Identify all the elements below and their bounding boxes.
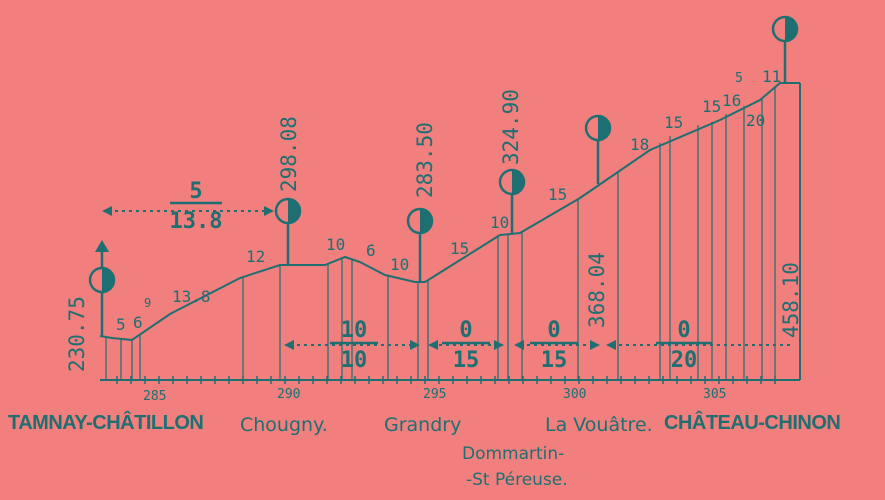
km-ticks (116, 376, 776, 384)
fraction-1-den: 13.8 (170, 209, 223, 234)
tamnay-arrow (95, 240, 109, 252)
gradient-label: 10 (490, 213, 509, 232)
fraction-4-den: 15 (541, 348, 568, 373)
station-chateau-chinon: CHÂTEAU-CHINON (664, 412, 841, 434)
altitude-tamnay: 230.75 (65, 296, 89, 372)
distance-arrows (108, 210, 790, 346)
km-label: 305 (703, 387, 726, 402)
fraction-3-den: 15 (453, 348, 480, 373)
gradient-label: 16 (722, 91, 741, 110)
gradient-label: 6 (133, 313, 143, 332)
gradient-label: 5 (116, 315, 126, 334)
km-label: 290 (277, 387, 300, 402)
gradient-label: 9 (144, 296, 151, 310)
station-chougny: Chougny. (240, 414, 328, 436)
gradient-label: 11 (762, 67, 781, 86)
gradient-label: 6 (366, 241, 376, 260)
station-lavouatre: La Vouâtre. (545, 414, 653, 436)
gradient-label: 13.8 (172, 287, 211, 306)
altitude-chougny: 298.08 (277, 116, 301, 192)
gradient-label: 5 (735, 71, 743, 86)
altitude-grandry: 283.50 (413, 122, 437, 198)
fraction-bars (170, 201, 712, 345)
fraction-2-den: 10 (341, 348, 368, 373)
altitude-dommartin: 324.90 (499, 89, 523, 165)
fraction-3-num: 0 (459, 318, 472, 343)
km-label: 285 (143, 389, 166, 404)
grandry-disc-icon (406, 207, 434, 235)
chougny-disc-icon (274, 197, 302, 225)
station-dommartin-line2: -St Péreuse. (466, 470, 568, 490)
lavouatre-disc-icon (584, 114, 612, 142)
station-tamnay: TAMNAY-CHÂTILLON (8, 412, 204, 434)
gradient-label: 15 (702, 97, 721, 116)
arrow-heads (102, 206, 616, 350)
chateau-disc-icon (771, 15, 799, 43)
signal-discs (88, 15, 799, 294)
hatch-lines (105, 86, 776, 380)
km-label: 295 (423, 387, 446, 402)
gradient-label: 18 (630, 135, 649, 154)
altitude-lavouatre: 368.04 (585, 252, 609, 328)
gradient-label: 20 (746, 111, 765, 130)
station-dommartin-line1: Dommartin- (462, 444, 565, 464)
fraction-5-den: 20 (671, 348, 698, 373)
profile-line (99, 82, 800, 342)
km-label: 300 (563, 387, 586, 402)
dommartin-disc-icon (498, 168, 526, 196)
fraction-1-num: 5 (189, 179, 202, 204)
gradient-label: 10 (326, 235, 345, 254)
gradient-label: 10 (390, 255, 409, 274)
gradient-label: 15 (664, 113, 683, 132)
tamnay-disc-icon (88, 266, 116, 294)
gradient-label: 15 (450, 239, 469, 258)
fraction-2-num: 10 (341, 318, 368, 343)
altitude-chateau: 458.10 (779, 262, 803, 338)
fraction-4-num: 0 (547, 318, 560, 343)
gradient-label: 12 (246, 247, 265, 266)
station-grandry: Grandry (384, 414, 462, 436)
fraction-5-num: 0 (677, 318, 690, 343)
gradient-label: 15 (548, 185, 567, 204)
